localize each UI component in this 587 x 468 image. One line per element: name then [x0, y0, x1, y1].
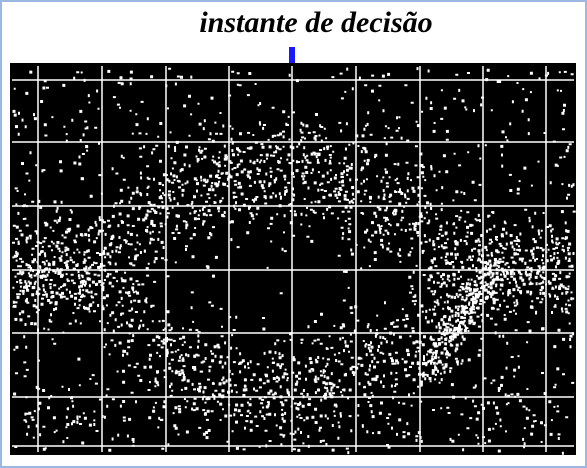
- page: {"header": {"title": "instante de decisã…: [0, 0, 587, 468]
- title: instante de decisão: [199, 6, 432, 39]
- scope-screen: [10, 63, 576, 455]
- figure: instante de decisão: [0, 0, 587, 468]
